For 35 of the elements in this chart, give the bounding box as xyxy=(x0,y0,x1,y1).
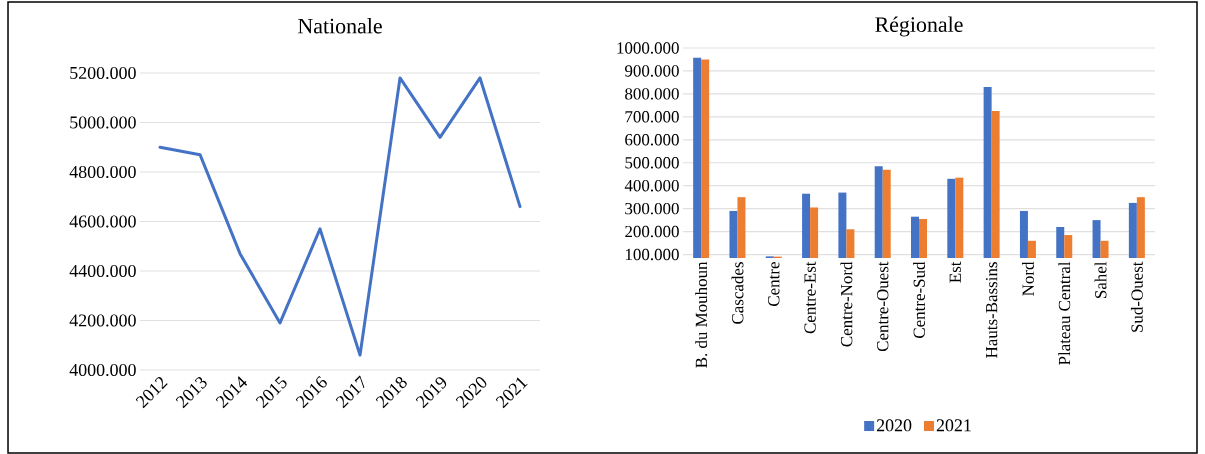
x-tick-label: Centre-Ouest xyxy=(877,261,889,352)
x-tick-label: Centre-Nord xyxy=(840,261,853,347)
y-tick-label: 800.000 xyxy=(625,88,679,100)
y-tick-label: 4200.000 xyxy=(69,314,136,327)
x-tick-label: Centre-Sud xyxy=(913,261,925,338)
line-series xyxy=(158,76,522,357)
y-tick-label: 4000.000 xyxy=(69,363,136,377)
y-tick-label: 700.000 xyxy=(625,111,679,123)
y-tick-label: 4400.000 xyxy=(69,264,136,278)
y-tick-label: 900.000 xyxy=(625,65,679,77)
y-tick-label: 1000.000 xyxy=(617,42,679,54)
x-tick-label: Cascades xyxy=(731,262,744,324)
y-tick-label: 4600.000 xyxy=(69,215,136,228)
y-tick-label: 100.000 xyxy=(625,248,679,261)
legend-label: 2020 xyxy=(876,419,912,432)
y-tick-label: 400.000 xyxy=(624,179,679,192)
x-tick-label: Hauts-Bassins xyxy=(985,262,998,358)
x-tick-label: B. du Mouhoun xyxy=(695,261,708,368)
x-tick-label: Sud-Ouest xyxy=(1130,261,1143,332)
y-tick-label: 4800.000 xyxy=(69,165,136,179)
y-tick-label: 600.000 xyxy=(625,134,679,146)
x-tick-label: Nord xyxy=(1021,261,1034,296)
x-tick-label: Centre xyxy=(768,262,780,306)
x-tick-label: Est xyxy=(949,261,961,283)
chart-title: Régionale xyxy=(875,16,963,37)
x-tick-label: Plateau Central xyxy=(1058,261,1071,365)
y-tick-label: 300.000 xyxy=(625,202,679,215)
y-tick-label: 5000.000 xyxy=(70,116,136,129)
legend-label: 2021 xyxy=(936,419,971,432)
y-tick-label: 5200.000 xyxy=(70,66,136,80)
x-tick-label: Centre-Est xyxy=(804,261,816,334)
x-tick-label: Sahel xyxy=(1094,261,1107,298)
y-tick-label: 500.000 xyxy=(625,156,679,169)
chart-title: Nationale xyxy=(298,18,382,34)
y-tick-label: 200.000 xyxy=(625,225,679,238)
